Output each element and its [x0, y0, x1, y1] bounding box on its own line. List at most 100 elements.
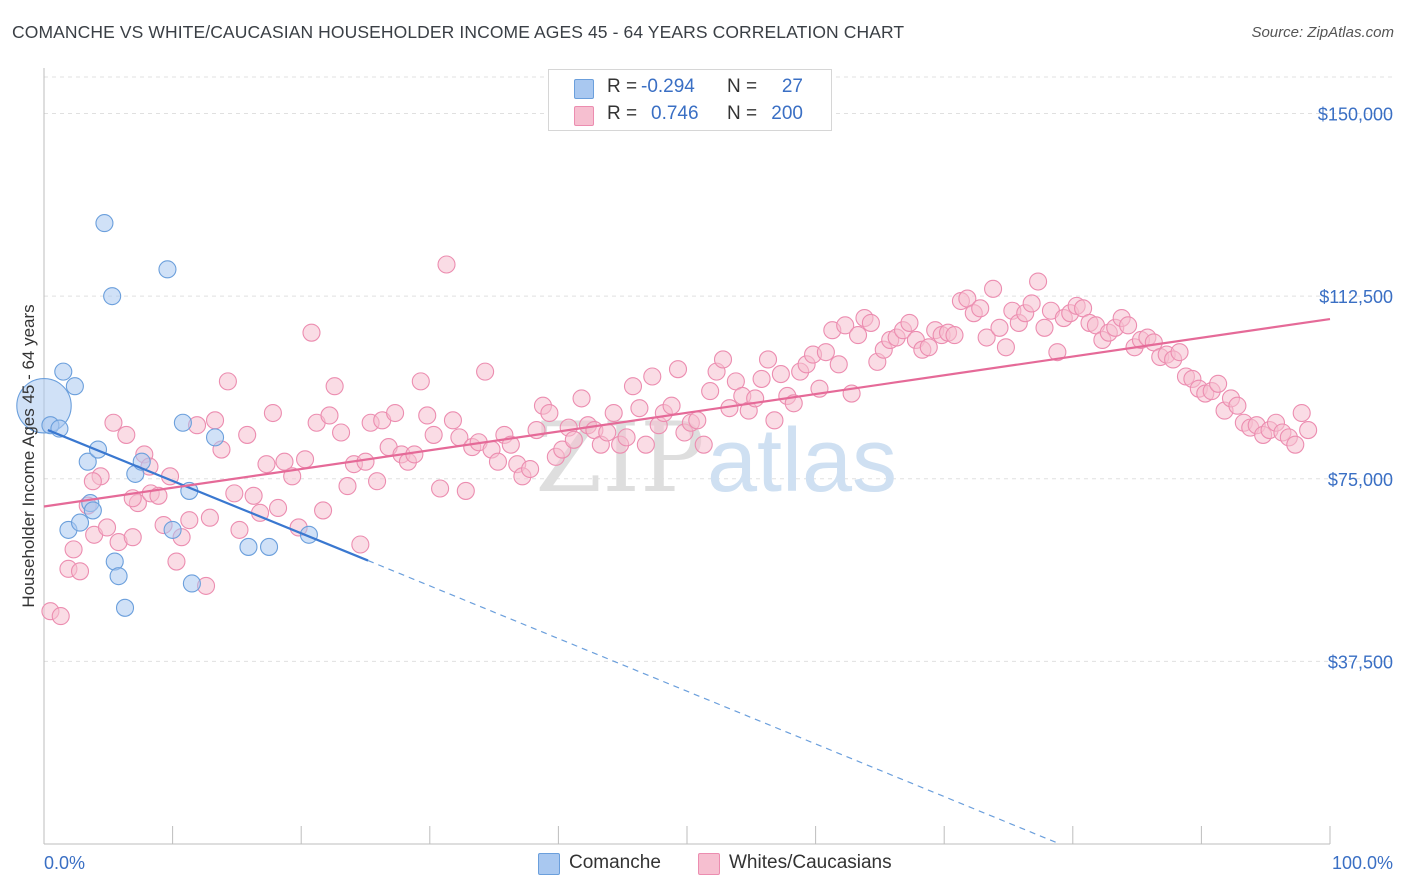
data-point — [180, 511, 199, 530]
legend-r-value: -0.294 — [641, 76, 695, 97]
data-point — [117, 425, 136, 444]
data-point — [456, 481, 475, 500]
data-point — [984, 279, 1003, 298]
data-point — [1228, 396, 1247, 415]
legend-n-label: N = — [727, 103, 758, 124]
legend-r-label: R = — [607, 103, 638, 124]
data-point — [83, 472, 102, 491]
data-point — [668, 360, 688, 379]
data-point — [332, 423, 351, 442]
data-point — [65, 377, 84, 396]
data-point — [51, 607, 70, 626]
data-point — [540, 403, 559, 423]
data-point — [758, 350, 778, 369]
data-point — [476, 362, 495, 381]
data-point — [765, 411, 784, 430]
data-point — [64, 540, 83, 559]
data-point — [713, 350, 733, 369]
data-point — [167, 552, 186, 571]
data-point — [643, 367, 662, 386]
data-point — [1029, 272, 1048, 291]
data-point — [173, 413, 192, 432]
data-point — [1022, 294, 1041, 313]
data-point — [418, 406, 437, 425]
data-point — [623, 377, 643, 396]
data-point — [70, 562, 90, 581]
data-point — [320, 406, 339, 425]
data-point — [115, 598, 135, 617]
data-point — [205, 411, 225, 430]
data-point — [636, 435, 655, 454]
tick-labels: $37,500 $75,000 $112,500 $150,000 0.0% 100.0% — [44, 105, 1393, 873]
legend-swatch-comanche — [538, 853, 560, 875]
data-point — [411, 372, 430, 391]
legend-r-label: R = — [607, 76, 638, 97]
data-point — [437, 255, 456, 274]
data-point — [688, 411, 707, 430]
data-point — [163, 520, 182, 539]
data-point — [919, 338, 938, 357]
y-tick-label: $112,500 — [1319, 287, 1393, 307]
data-point — [752, 369, 771, 388]
data-point — [356, 452, 375, 471]
data-point — [1299, 421, 1318, 440]
data-point — [1119, 316, 1138, 335]
data-point — [861, 313, 880, 332]
data-point — [701, 382, 720, 401]
data-point — [244, 486, 263, 505]
data-point — [977, 328, 996, 347]
data-point — [283, 467, 302, 486]
legend-label-whites: Whites/Caucasians — [729, 852, 892, 873]
data-point — [225, 484, 244, 503]
data-point — [694, 435, 713, 454]
y-axis-label: Householder Income Ages 45 - 64 years — [19, 304, 38, 607]
data-point — [431, 479, 450, 498]
data-point — [95, 214, 114, 233]
data-point — [1170, 343, 1189, 362]
data-point — [158, 260, 177, 279]
legend-row-comanche: R = -0.294 N = 27 — [549, 74, 831, 100]
y-tick-label: $75,000 — [1328, 470, 1393, 490]
data-point — [771, 365, 790, 384]
data-point — [104, 413, 123, 432]
data-point — [368, 472, 387, 491]
x-tick-label: 100.0% — [1332, 853, 1393, 873]
trend-line-comanche — [47, 429, 369, 562]
legend-n-value: 27 — [781, 76, 803, 97]
data-point — [263, 403, 282, 423]
stats-legend: R = -0.294 N = 27 R = 0.746 N = 200 — [548, 69, 832, 131]
legend-n-label: N = — [727, 76, 758, 97]
data-point — [257, 455, 276, 474]
data-point — [848, 326, 868, 345]
data-point — [564, 430, 583, 449]
trend-lines — [43, 317, 1331, 845]
data-point — [1209, 374, 1228, 393]
data-point — [488, 452, 508, 471]
data-point — [990, 318, 1009, 337]
data-point — [109, 567, 128, 586]
data-point — [386, 403, 405, 423]
data-point — [205, 428, 225, 447]
data-point — [302, 323, 321, 342]
axes — [43, 68, 1331, 845]
data-point — [996, 338, 1015, 357]
data-point — [103, 287, 122, 306]
data-point — [598, 423, 617, 442]
data-point — [617, 428, 636, 447]
legend-swatch-comanche — [574, 79, 594, 99]
source-label: Source: ZipAtlas.com — [1251, 24, 1394, 41]
data-point — [97, 518, 117, 537]
data-point — [630, 399, 649, 418]
data-point — [275, 452, 294, 471]
data-point — [1286, 435, 1305, 454]
data-point — [501, 435, 520, 454]
legend-n-value: 200 — [771, 103, 803, 124]
data-point — [572, 389, 591, 408]
data-point — [218, 372, 237, 391]
data-point — [259, 537, 279, 556]
data-point — [70, 513, 90, 532]
y-tick-label: $37,500 — [1328, 652, 1393, 672]
data-point — [521, 459, 540, 479]
data-point — [662, 396, 681, 415]
